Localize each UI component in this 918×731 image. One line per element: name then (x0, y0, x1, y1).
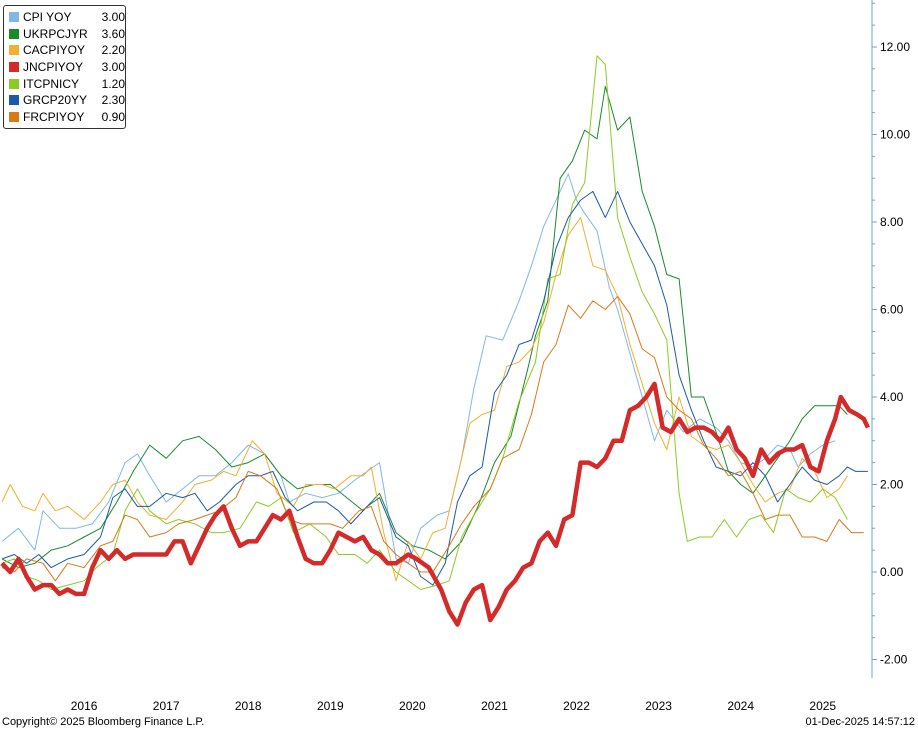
legend-entry: JNCPIYOY 3.00 (9, 59, 125, 76)
legend-series-value: 2.20 (101, 43, 125, 58)
y-tick-label: 10.00 (880, 128, 910, 142)
legend-entry: GRCP20YY 2.30 (9, 92, 125, 109)
x-tick-label: 2023 (645, 699, 672, 713)
y-tick-label: -2.00 (880, 653, 908, 667)
legend-swatch (9, 12, 19, 23)
legend-series-name: GRCP20YY (23, 93, 88, 108)
x-tick-label: 2024 (727, 699, 754, 713)
x-tick-label: 2016 (71, 699, 98, 713)
legend-swatch (9, 111, 19, 122)
series-line-jncpiyoy (0, 381, 870, 627)
copyright-text: Copyright© 2025 Bloomberg Finance L.P. (2, 716, 205, 728)
legend-series-name: UKRPCJYR (23, 26, 88, 41)
legend-series-value: 3.00 (101, 10, 125, 25)
timestamp-text: 01-Dec-2025 14:57:12 (805, 716, 915, 728)
legend-series-value: 3.60 (101, 26, 125, 41)
y-tick-label: 12.00 (880, 40, 910, 54)
legend-entry: ITCPNICY 1.20 (9, 75, 125, 92)
series-line-grcp20yy (1, 190, 868, 586)
series-line-ukrpcjyr (1, 85, 848, 569)
legend-series-name: ITCPNICY (23, 76, 80, 91)
x-tick-label: 2025 (809, 699, 836, 713)
x-tick-label: 2022 (563, 699, 590, 713)
axis-layer: 12.00 10.00 8.00 6.00 4.00 2.00 0.00 -2.00 2016 2… (71, 0, 910, 713)
series-layer (0, 55, 870, 627)
legend-series-name: CACPIYOY (23, 43, 86, 58)
x-tick-label: 2019 (317, 699, 344, 713)
x-tick-label: 2017 (153, 699, 180, 713)
legend-series-name: FRCPIYOY (23, 109, 85, 124)
legend-entry: FRCPIYOY 0.90 (9, 109, 125, 126)
series-line-cpi-yoy (1, 173, 836, 564)
legend-swatch (9, 28, 19, 39)
y-tick-label: 8.00 (880, 215, 904, 229)
y-tick-label: 4.00 (880, 390, 904, 404)
x-tick-label: 2020 (399, 699, 426, 713)
y-tick-label: 2.00 (880, 478, 904, 492)
x-tick-label: 2018 (235, 699, 262, 713)
legend-entry: CACPIYOY 2.20 (9, 42, 125, 59)
legend: CPI YOY 3.00 UKRPCJYR 3.60 CACPIYOY 2.20 JNCPI… (3, 5, 126, 129)
y-tick-label: 6.00 (880, 303, 904, 317)
legend-entry: UKRPCJYR 3.60 (9, 26, 125, 43)
legend-swatch (9, 95, 19, 106)
legend-swatch (9, 45, 19, 56)
legend-series-value: 2.30 (101, 93, 125, 108)
series-line-frcpiyoy (1, 295, 864, 582)
legend-series-name: JNCPIYOY (23, 60, 84, 75)
legend-swatch (9, 78, 19, 89)
x-tick-label: 2021 (481, 699, 508, 713)
legend-entry: CPI YOY 3.00 (9, 9, 125, 26)
legend-series-value: 1.20 (101, 76, 125, 91)
legend-series-name: CPI YOY (23, 10, 72, 25)
y-tick-label: 0.00 (880, 565, 904, 579)
legend-series-value: 0.90 (101, 109, 125, 124)
series-line-itcpnicy (1, 55, 848, 590)
legend-swatch (9, 62, 19, 73)
legend-series-value: 3.00 (101, 60, 125, 75)
series-line-cacpiyoy (1, 217, 848, 582)
